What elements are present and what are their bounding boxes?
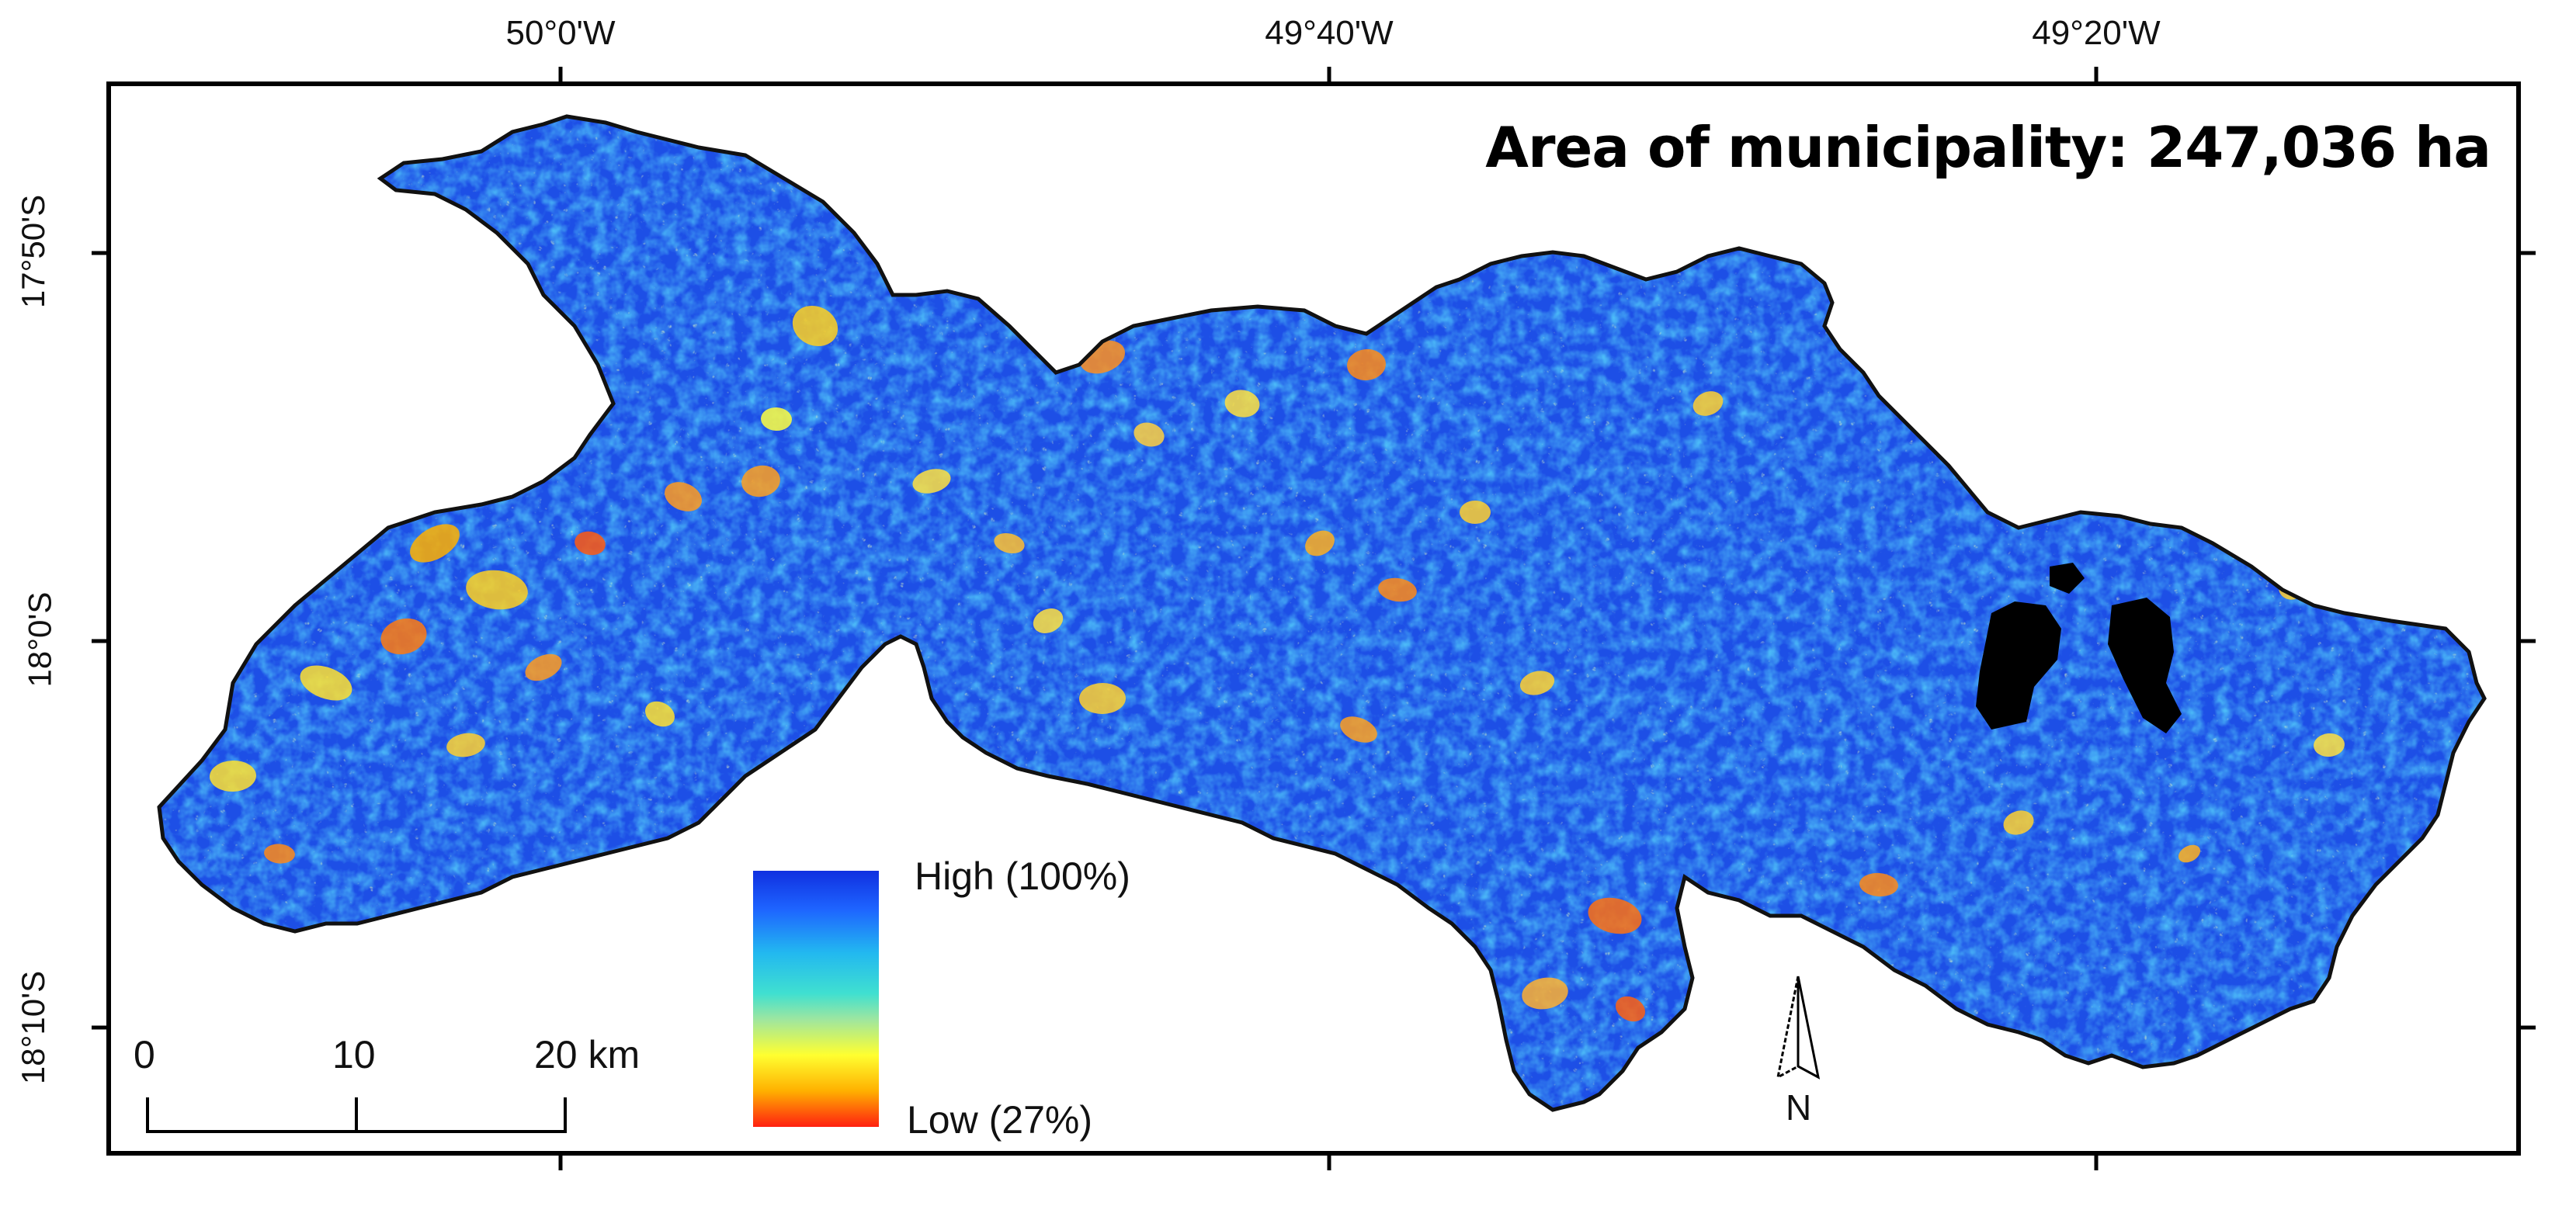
low-value-patches	[210, 305, 2345, 1022]
low-value-patch	[1615, 996, 1646, 1022]
low-value-patch	[1033, 608, 1064, 633]
low-value-patch	[1134, 422, 1165, 447]
low-value-patch	[792, 305, 838, 347]
low-value-patch	[210, 760, 256, 792]
north-label: N	[1786, 1087, 1812, 1128]
longitude-label-50-0: 50°0'W	[505, 14, 616, 52]
low-value-patch	[466, 570, 528, 610]
map-frame	[106, 81, 2521, 1156]
longitude-label-49-40: 49°40'W	[1265, 14, 1394, 52]
low-value-patch	[2314, 733, 2345, 757]
scale-bar	[146, 1097, 567, 1133]
low-value-patch	[300, 665, 352, 701]
graticule-ticks	[92, 67, 2536, 1170]
low-value-patch	[1079, 682, 1126, 715]
low-value-patch	[446, 733, 485, 757]
low-value-patch	[761, 407, 792, 432]
low-value-patch	[1340, 716, 1377, 743]
low-value-patch	[994, 532, 1025, 554]
low-value-patch	[741, 465, 780, 497]
low-value-patch	[380, 618, 427, 655]
low-value-patch	[644, 701, 675, 727]
low-value-patch	[1347, 348, 1386, 381]
low-value-patch	[664, 482, 703, 511]
low-value-patch	[264, 844, 295, 864]
low-value-patch	[2178, 844, 2201, 863]
low-value-patch	[1378, 577, 1417, 602]
longitude-label-49-20: 49°20'W	[2032, 14, 2161, 52]
legend-color-ramp	[753, 871, 879, 1127]
low-value-patch	[1460, 501, 1491, 524]
low-value-patch	[1224, 390, 1260, 418]
low-value-patch	[912, 469, 951, 494]
low-value-patch	[1859, 872, 1898, 897]
low-value-patch	[1522, 977, 1568, 1010]
low-value-patch	[1692, 391, 1724, 416]
low-value-patch	[525, 653, 562, 681]
scale-tick-20: 20 km	[534, 1033, 641, 1076]
no-data-areas	[1976, 563, 2182, 733]
map-title: Area of municipality: 247,036 ha	[1485, 115, 2491, 180]
low-value-patch	[1588, 897, 1642, 934]
scale-tick-10: 10	[332, 1033, 376, 1076]
low-value-patch	[1519, 671, 1555, 695]
low-value-patch	[410, 524, 460, 563]
low-value-patch	[1305, 530, 1335, 556]
legend-low-label: Low (27%)	[907, 1098, 1092, 1142]
scale-tick-0: 0	[134, 1033, 155, 1076]
municipality-raster	[157, 114, 2487, 1112]
low-value-patch	[575, 531, 606, 556]
north-arrow-icon	[1776, 976, 1821, 1080]
legend-high-label: High (100%)	[915, 854, 1130, 898]
low-value-patch	[2003, 810, 2034, 835]
